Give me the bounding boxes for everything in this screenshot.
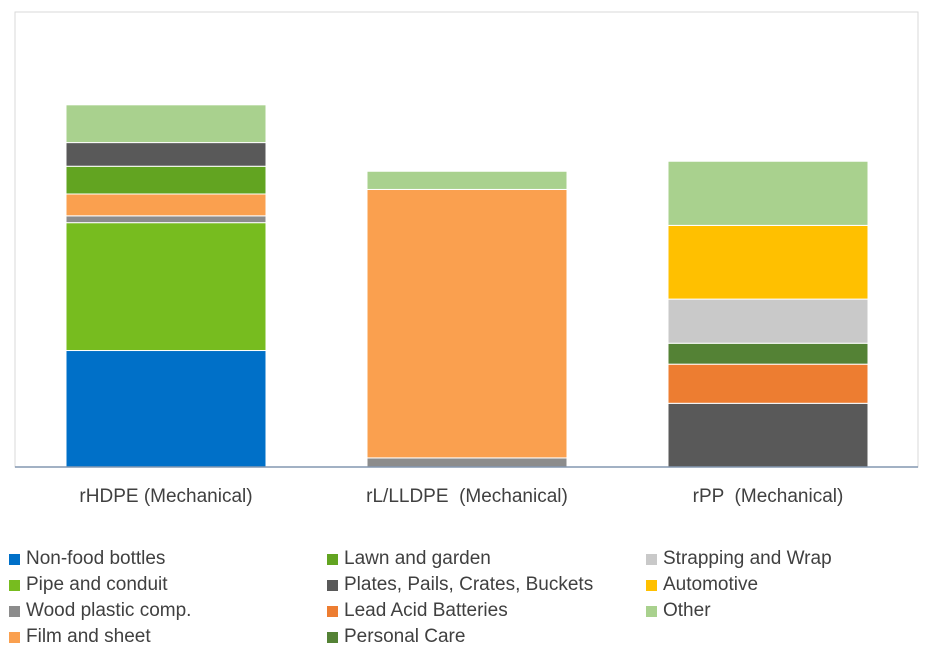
legend-item: Pipe and conduit bbox=[9, 572, 168, 598]
bar-segment-3-automotive bbox=[667, 224, 869, 300]
bar-segment-1-plates-pails-crates-buckets bbox=[65, 142, 267, 167]
bar-segment-3-plates-pails-crates-buckets bbox=[667, 402, 869, 468]
legend-label: Personal Care bbox=[344, 626, 466, 647]
legend-label: Film and sheet bbox=[26, 626, 151, 647]
legend-label: Plates, Pails, Crates, Buckets bbox=[344, 574, 594, 595]
bar-segment-3-strapping-and-wrap bbox=[667, 298, 869, 344]
bar-segment-1-pipe-and-conduit bbox=[65, 222, 267, 352]
bar-segment-3-other bbox=[667, 160, 869, 226]
x-tick-label-3: rPP (Mechanical) bbox=[693, 486, 844, 507]
bar-segment-3-personal-care bbox=[667, 342, 869, 365]
legend-label: Lead Acid Batteries bbox=[344, 600, 508, 621]
x-tick-label-1: rHDPE (Mechanical) bbox=[79, 486, 252, 507]
legend-swatch bbox=[9, 553, 20, 565]
legend-item: Personal Care bbox=[327, 624, 465, 650]
legend-swatch bbox=[646, 553, 657, 565]
bar-segment-1-non-food-bottles bbox=[65, 350, 267, 468]
legend-label: Automotive bbox=[663, 574, 759, 595]
bar-segment-1-film-and-sheet bbox=[65, 193, 267, 217]
legend-item: Film and sheet bbox=[9, 624, 151, 650]
legend-label: Other bbox=[663, 600, 711, 621]
legend-swatch bbox=[9, 605, 20, 617]
bar-segment-1-wood-plastic-comp bbox=[65, 215, 267, 224]
legend-swatch bbox=[646, 579, 657, 591]
bar-segment-1-other bbox=[65, 104, 267, 144]
legend: Non-food bottles Pipe and conduit Wood pla… bbox=[0, 546, 927, 651]
legend-swatch bbox=[327, 631, 338, 643]
legend-item: Automotive bbox=[646, 572, 758, 598]
legend-label: Pipe and conduit bbox=[26, 574, 168, 595]
legend-item: Lead Acid Batteries bbox=[327, 598, 508, 624]
legend-label: Non-food bottles bbox=[26, 548, 166, 569]
legend-swatch bbox=[9, 631, 20, 643]
legend-item: Plates, Pails, Crates, Buckets bbox=[327, 572, 593, 598]
legend-item: Lawn and garden bbox=[327, 546, 491, 572]
x-tick-labels: rHDPE (Mechanical) rL/LLDPE (Mechanical) r… bbox=[79, 486, 843, 507]
bar-segment-2-wood-plastic-comp bbox=[366, 457, 568, 468]
legend-swatch bbox=[9, 579, 20, 591]
legend-swatch bbox=[646, 605, 657, 617]
legend-item: Other bbox=[646, 598, 711, 624]
bar-segment-2-other bbox=[366, 170, 568, 190]
legend-swatch bbox=[327, 553, 338, 565]
legend-label: Wood plastic comp. bbox=[26, 600, 192, 621]
legend-swatch bbox=[327, 579, 338, 591]
legend-swatch bbox=[327, 605, 338, 617]
legend-label: Lawn and garden bbox=[344, 548, 491, 569]
legend-item: Wood plastic comp. bbox=[9, 598, 191, 624]
bar-segment-1-lawn-and-garden bbox=[65, 165, 267, 195]
bar-segment-2-film-and-sheet bbox=[366, 188, 568, 459]
bar-segment-3-lead-acid-batteries bbox=[667, 363, 869, 404]
bars-group bbox=[65, 104, 869, 468]
legend-label: Strapping and Wrap bbox=[663, 548, 832, 569]
x-tick-label-2: rL/LLDPE (Mechanical) bbox=[366, 486, 568, 507]
legend-item: Non-food bottles bbox=[9, 546, 165, 572]
legend-item: Strapping and Wrap bbox=[646, 546, 832, 572]
